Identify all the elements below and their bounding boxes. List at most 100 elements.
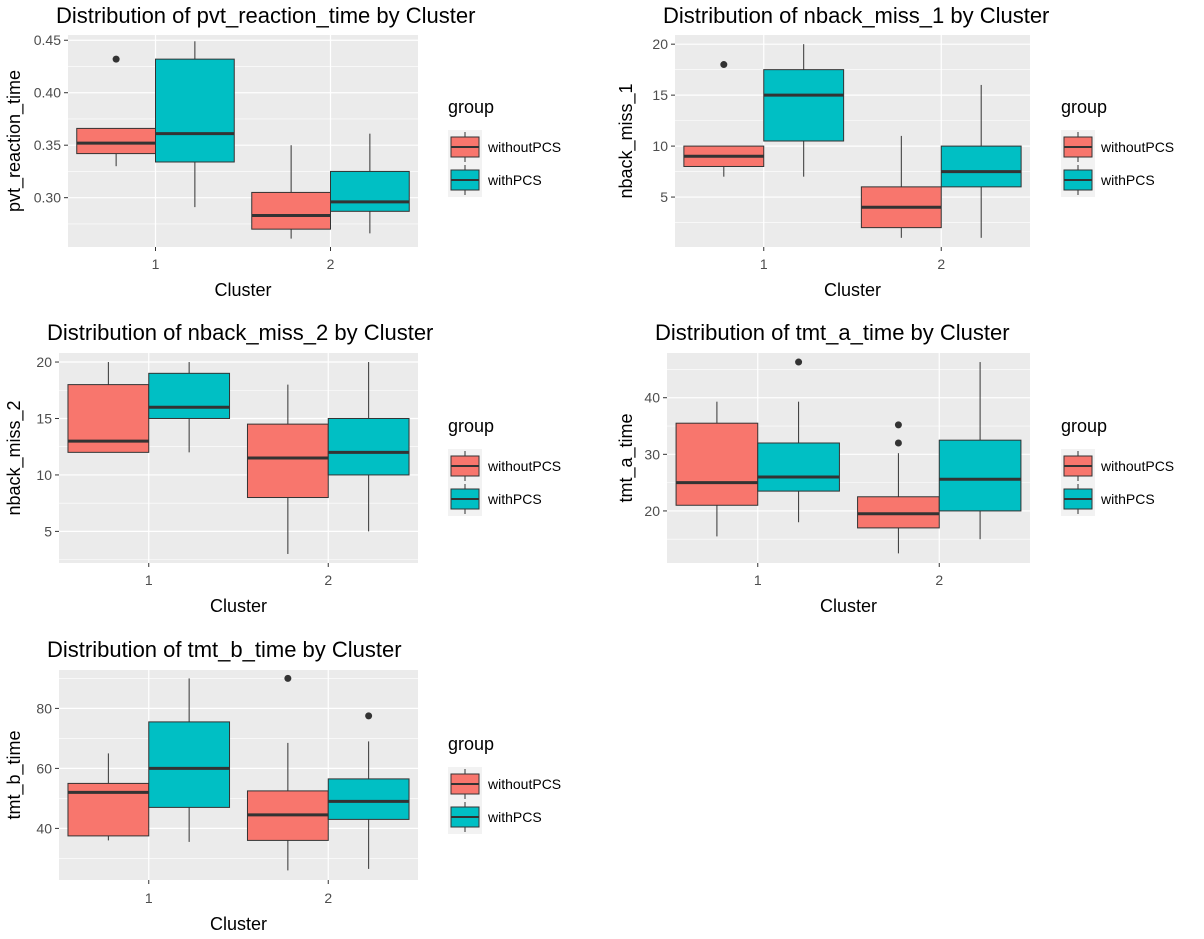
- legend-title: group: [448, 416, 494, 436]
- box-iqr: [763, 69, 845, 142]
- box-iqr: [940, 145, 1022, 188]
- x-tick-label: 1: [152, 256, 160, 272]
- chart-title: Distribution of nback_miss_1 by Cluster: [663, 3, 1049, 28]
- legend: group withoutPCS withPCS: [448, 416, 561, 516]
- legend-label-withoutpcs: withoutPCS: [1100, 458, 1174, 474]
- y-tick-label: 0.35: [34, 137, 61, 153]
- y-tick-label: 20: [652, 36, 668, 52]
- box-iqr: [330, 170, 410, 212]
- box-withpcs-cluster-2: [938, 362, 1022, 540]
- y-axis-label: nback_miss_2: [4, 400, 25, 515]
- chart-title: Distribution of pvt_reaction_time by Clu…: [56, 3, 475, 28]
- box-withoutpcs-cluster-2: [246, 674, 329, 871]
- y-tick-label: 30: [644, 446, 660, 462]
- box-iqr: [246, 423, 329, 499]
- y-tick-label: 15: [652, 87, 668, 103]
- x-tick-label: 2: [324, 890, 332, 906]
- y-tick-label: 0.45: [34, 32, 61, 48]
- legend-title: group: [1061, 97, 1107, 117]
- legend-title: group: [448, 734, 494, 754]
- legend-label-withoutpcs: withoutPCS: [487, 776, 561, 792]
- y-tick-label: 40: [36, 820, 52, 836]
- y-tick-label: 40: [644, 390, 660, 406]
- y-tick-label: 5: [44, 523, 52, 539]
- x-axis-label: Cluster: [824, 280, 881, 300]
- legend-label-withpcs: withPCS: [1100, 172, 1155, 188]
- x-tick-label: 2: [935, 572, 943, 588]
- y-tick-label: 20: [644, 503, 660, 519]
- box-iqr: [327, 417, 410, 476]
- chart-panel-5: Distribution of tmt_b_time by Cluster 40 6…: [4, 637, 561, 934]
- box-withpcs-cluster-2: [327, 712, 410, 869]
- legend-label-withoutpcs: withoutPCS: [1100, 139, 1174, 155]
- box-withoutpcs-cluster-2: [251, 145, 331, 239]
- box-withpcs-cluster-2: [330, 133, 410, 234]
- box-withoutpcs-cluster-1: [76, 55, 156, 167]
- legend-label-withpcs: withPCS: [487, 809, 542, 825]
- outlier-point: [365, 712, 373, 720]
- x-tick-label: 1: [145, 572, 153, 588]
- y-axis-label: tmt_b_time: [4, 730, 25, 819]
- legend-label-withpcs: withPCS: [487, 172, 542, 188]
- legend: group withoutPCS withPCS: [1061, 97, 1174, 197]
- legend: group withoutPCS withPCS: [448, 734, 561, 834]
- chart-panel-1: Distribution of pvt_reaction_time by Clu…: [4, 3, 561, 300]
- box-withoutpcs-cluster-1: [675, 401, 759, 537]
- box-iqr: [76, 127, 156, 155]
- outlier-point: [894, 439, 902, 447]
- legend-label-withoutpcs: withoutPCS: [487, 458, 561, 474]
- x-tick-label: 1: [760, 256, 768, 272]
- outlier-point: [894, 421, 902, 429]
- box-withoutpcs-cluster-2: [860, 135, 942, 238]
- x-axis-label: Cluster: [210, 596, 267, 616]
- outlier-point: [284, 674, 292, 682]
- chart-panel-2: Distribution of nback_miss_1 by Cluster 5…: [616, 3, 1174, 300]
- outlier-point: [112, 55, 120, 63]
- box-withpcs-cluster-1: [148, 678, 231, 842]
- box-iqr: [155, 58, 235, 163]
- box-iqr: [327, 778, 410, 820]
- x-axis-label: Cluster: [820, 596, 877, 616]
- chart-title: Distribution of tmt_b_time by Cluster: [47, 637, 402, 662]
- y-axis-label: tmt_a_time: [616, 413, 637, 502]
- box-withoutpcs-cluster-1: [67, 362, 150, 453]
- x-tick-label: 2: [327, 256, 335, 272]
- x-tick-label: 2: [937, 256, 945, 272]
- y-tick-label: 10: [36, 467, 52, 483]
- box-iqr: [148, 372, 231, 419]
- legend-label-withoutpcs: withoutPCS: [487, 139, 561, 155]
- box-withoutpcs-cluster-1: [67, 753, 150, 841]
- legend: group withoutPCS withPCS: [1061, 416, 1174, 516]
- box-withpcs-cluster-1: [148, 362, 231, 453]
- box-iqr: [757, 442, 840, 492]
- x-axis-label: Cluster: [210, 914, 267, 934]
- y-tick-label: 15: [36, 410, 52, 426]
- box-iqr: [148, 721, 231, 808]
- chart-title: Distribution of tmt_a_time by Cluster: [655, 320, 1010, 345]
- y-tick-label: 80: [36, 700, 52, 716]
- legend-title: group: [448, 97, 494, 117]
- box-iqr: [938, 439, 1022, 512]
- box-withpcs-cluster-1: [763, 44, 845, 177]
- box-withoutpcs-cluster-1: [683, 61, 765, 177]
- box-iqr: [675, 422, 759, 506]
- box-withpcs-cluster-2: [940, 84, 1022, 238]
- x-tick-label: 1: [145, 890, 153, 906]
- x-tick-label: 1: [754, 572, 762, 588]
- y-tick-label: 10: [652, 138, 668, 154]
- y-tick-label: 0.30: [34, 190, 61, 206]
- outlier-point: [720, 61, 728, 69]
- plot-background: [59, 670, 418, 880]
- y-tick-label: 60: [36, 760, 52, 776]
- chart-title: Distribution of nback_miss_2 by Cluster: [47, 320, 433, 345]
- box-withpcs-cluster-1: [155, 41, 235, 208]
- box-withoutpcs-cluster-2: [857, 421, 940, 554]
- chart-panel-3: Distribution of nback_miss_2 by Cluster 5…: [4, 320, 561, 616]
- y-tick-label: 0.40: [34, 85, 61, 101]
- y-axis-label: nback_miss_1: [616, 83, 637, 198]
- legend-label-withpcs: withPCS: [1100, 491, 1155, 507]
- plot-background: [675, 35, 1030, 247]
- legend-label-withpcs: withPCS: [487, 491, 542, 507]
